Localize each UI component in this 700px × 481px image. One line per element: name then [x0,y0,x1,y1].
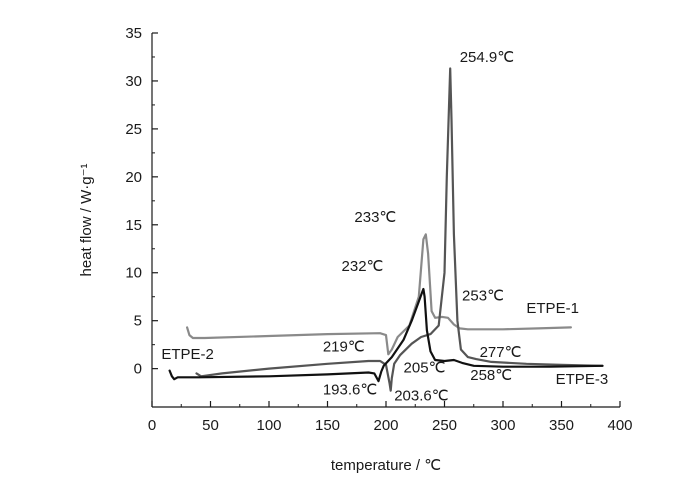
series-line-etpe-3 [168,287,604,383]
annotation-label: 254.9℃ [460,49,514,66]
y-axis-title: heat flow / W·g⁻¹ [78,164,95,277]
series-line-etpe-1 [186,233,572,356]
series-labels-layer: ETPE-1 ETPE-2 ETPE-3 [161,300,608,388]
y-tick-label: 35 [125,25,142,42]
series-line-etpe-2 [195,67,604,392]
x-tick-label: 350 [549,417,574,434]
annotation-label: 193.6℃ [323,382,377,399]
y-tick-label: 5 [134,313,142,330]
x-tick-label: 300 [490,417,515,434]
x-axis-title: temperature / ℃ [331,457,441,474]
x-tick-label: 50 [202,417,219,434]
series-label: ETPE-1 [526,300,579,317]
annotation-label: 233℃ [354,209,396,226]
x-ticks: 0 50 100 150 200 250 300 350 400 [148,401,633,434]
y-tick-label: 20 [125,169,142,186]
series-label: ETPE-2 [161,346,214,363]
annotation-label: 277℃ [480,344,522,361]
series-layer [168,67,604,392]
x-tick-label: 100 [256,417,281,434]
y-ticks: 0 5 10 15 20 25 30 35 [125,25,158,378]
y-tick-label: 25 [125,121,142,138]
x-tick-label: 400 [607,417,632,434]
y-tick-label: 0 [134,361,142,378]
annotation-label: 253℃ [462,288,504,305]
annotation-label: 203.6℃ [394,387,448,404]
y-tick-label: 10 [125,265,142,282]
x-tick-label: 0 [148,417,156,434]
x-tick-label: 250 [432,417,457,434]
y-tick-label: 30 [125,73,142,90]
x-tick-label: 200 [373,417,398,434]
x-tick-label: 150 [315,417,340,434]
annotation-label: 205℃ [404,359,446,376]
annotation-label: 258℃ [470,367,512,384]
series-label: ETPE-3 [556,371,609,388]
annotations-layer: 254.9℃ 233℃ 232℃ 253℃ 219℃ 205℃ 277℃ 258℃ 193.6℃… [323,49,522,405]
y-tick-label: 15 [125,217,142,234]
annotation-label: 232℃ [342,258,384,275]
annotation-label: 219℃ [323,338,365,355]
